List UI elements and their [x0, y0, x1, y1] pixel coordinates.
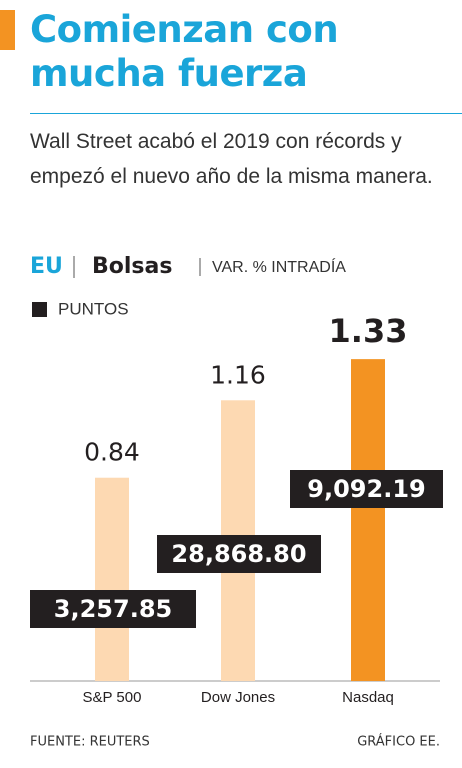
- legend-swatch: [32, 302, 47, 317]
- points-box: [157, 535, 321, 573]
- category-label: S&P 500: [83, 689, 142, 706]
- accent-block: [0, 10, 15, 50]
- subtitle: Wall Street acabó el 2019 con récords y …: [30, 130, 433, 188]
- value-label: 1.33: [329, 312, 408, 350]
- points-box: [290, 470, 443, 508]
- bar: [351, 359, 385, 681]
- credit: GRÁFICO EE.: [357, 734, 440, 750]
- category-label: Nasdaq: [342, 689, 394, 706]
- region: EU: [30, 254, 63, 279]
- value-label: 1.16: [210, 360, 266, 389]
- legend-label: PUNTOS: [58, 299, 129, 318]
- points-label: 9,092.19: [307, 475, 425, 503]
- category-label: Dow Jones: [201, 689, 275, 706]
- section: Bolsas: [92, 254, 172, 279]
- points-label: 28,868.80: [171, 540, 306, 568]
- source: FUENTE: REUTERS: [30, 735, 150, 750]
- value-label: 0.84: [84, 438, 140, 467]
- bar: [95, 477, 129, 681]
- title: Comienzan con mucha fuerza: [30, 8, 339, 95]
- points-label: 3,257.85: [54, 595, 172, 623]
- points-box: [30, 590, 196, 628]
- rule: [30, 113, 462, 114]
- measure: VAR. % INTRADÍA: [212, 257, 346, 276]
